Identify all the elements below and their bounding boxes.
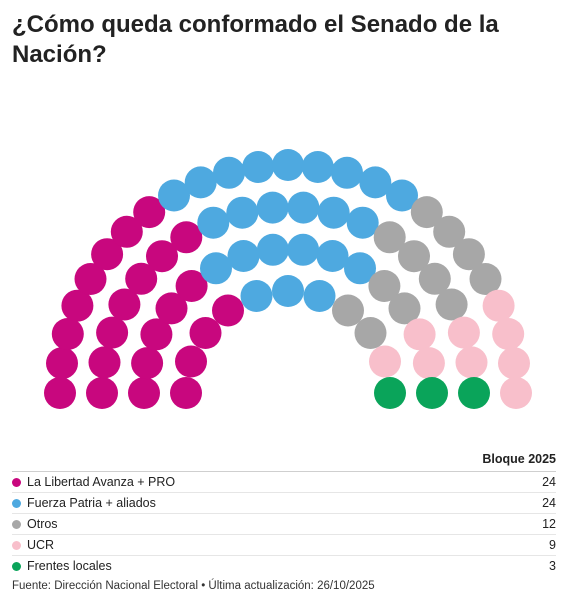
seat — [158, 179, 190, 212]
legend-row: Fuerza Patria + aliados 24 — [12, 493, 556, 514]
seat — [388, 292, 421, 325]
seat — [272, 149, 304, 181]
seat — [256, 233, 289, 266]
seat — [133, 196, 166, 229]
seat — [492, 318, 525, 350]
seat — [256, 191, 289, 224]
seat — [482, 289, 515, 322]
seat — [61, 289, 94, 322]
legend-swatch — [12, 498, 21, 508]
legend-label: La Libertad Avanza + PRO — [27, 475, 176, 489]
seat — [213, 156, 245, 189]
legend-label: Otros — [27, 517, 58, 531]
legend-swatch — [12, 519, 21, 529]
seat — [128, 377, 160, 409]
seat — [175, 345, 207, 378]
seat — [131, 347, 164, 380]
seat — [272, 275, 304, 307]
seat — [200, 252, 232, 285]
legend-row: La Libertad Avanza + PRO 24 — [12, 472, 556, 493]
seat — [125, 262, 158, 295]
source-note: Fuente: Dirección Nacional Electoral • Ú… — [12, 580, 375, 592]
seat — [344, 252, 376, 285]
seat — [301, 151, 334, 183]
senate-hemicycle — [44, 149, 532, 409]
seat — [96, 316, 129, 349]
seat — [416, 377, 448, 409]
seat — [155, 292, 188, 325]
seat — [287, 191, 320, 224]
seat — [46, 347, 78, 380]
legend-label: Fuerza Patria + aliados — [27, 496, 156, 510]
legend-swatch — [12, 561, 21, 571]
seat — [469, 263, 502, 295]
seat — [398, 240, 430, 273]
seat — [86, 377, 118, 409]
seat — [455, 346, 488, 379]
seat — [317, 196, 350, 229]
seat — [170, 221, 203, 254]
seat — [447, 316, 480, 349]
legend-row: Otros 12 — [12, 514, 556, 535]
seat — [110, 215, 143, 248]
legend-header: Bloque 2025 — [12, 452, 556, 472]
seat — [240, 280, 273, 312]
seat — [170, 377, 202, 409]
seat — [44, 377, 76, 409]
seat — [140, 318, 173, 351]
seat — [418, 262, 451, 295]
seat — [197, 206, 230, 239]
seat — [303, 280, 336, 312]
legend-value: 24 — [542, 475, 556, 489]
seat — [91, 238, 124, 271]
seat — [354, 317, 387, 349]
seat — [410, 196, 443, 229]
seat — [74, 263, 107, 295]
seat — [458, 377, 490, 409]
seat — [108, 288, 141, 321]
seat — [287, 233, 320, 266]
seat — [373, 221, 406, 254]
seat — [412, 347, 445, 380]
legend: Bloque 2025 La Libertad Avanza + PRO 24 Fu… — [12, 452, 556, 576]
seat — [403, 318, 436, 351]
seat — [369, 345, 401, 378]
seat — [452, 238, 485, 271]
seat — [189, 317, 222, 349]
seat — [212, 294, 244, 327]
seat — [386, 179, 418, 212]
seat — [316, 240, 349, 272]
seat — [51, 318, 84, 350]
legend-value: 12 — [542, 517, 556, 531]
seat — [184, 166, 217, 199]
seat — [331, 156, 363, 189]
legend-row: UCR 9 — [12, 535, 556, 556]
seat — [368, 270, 401, 302]
seat — [332, 294, 364, 327]
chart-title: ¿Cómo queda conformado el Senado de la N… — [12, 11, 499, 68]
seat — [500, 377, 532, 409]
seat — [433, 215, 466, 248]
legend-swatch — [12, 477, 21, 487]
legend-value: 3 — [549, 559, 556, 573]
seat — [374, 377, 406, 409]
legend-rows: La Libertad Avanza + PRO 24 Fuerza Patria … — [12, 472, 556, 576]
legend-swatch — [12, 540, 21, 550]
seat — [146, 240, 178, 273]
legend-label: Frentes locales — [27, 559, 112, 573]
seat — [359, 166, 392, 199]
legend-label: UCR — [27, 538, 55, 552]
seat — [435, 288, 468, 321]
legend-row: Frentes locales 3 — [12, 556, 556, 576]
seat — [226, 196, 259, 229]
seat — [346, 206, 379, 239]
legend-value: 9 — [549, 538, 556, 552]
seat — [175, 270, 208, 302]
seat — [498, 347, 530, 380]
seat — [88, 346, 121, 379]
seat — [227, 240, 260, 272]
seat — [242, 151, 275, 183]
legend-value: 24 — [542, 496, 556, 510]
